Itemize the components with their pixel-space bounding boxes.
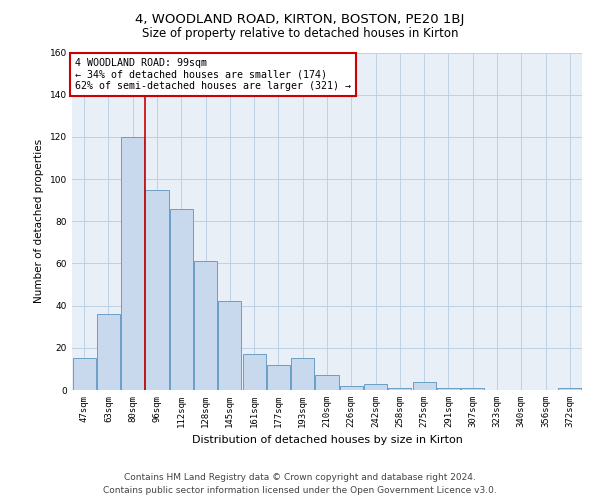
Bar — [413, 382, 436, 390]
Bar — [170, 208, 193, 390]
Bar — [145, 190, 169, 390]
Bar — [291, 358, 314, 390]
Bar — [97, 314, 120, 390]
Text: 4 WOODLAND ROAD: 99sqm
← 34% of detached houses are smaller (174)
62% of semi-de: 4 WOODLAND ROAD: 99sqm ← 34% of detached… — [74, 58, 350, 91]
Text: 4, WOODLAND ROAD, KIRTON, BOSTON, PE20 1BJ: 4, WOODLAND ROAD, KIRTON, BOSTON, PE20 1… — [136, 12, 464, 26]
Bar — [340, 386, 363, 390]
Bar — [364, 384, 387, 390]
Bar — [218, 302, 241, 390]
X-axis label: Distribution of detached houses by size in Kirton: Distribution of detached houses by size … — [191, 436, 463, 446]
Bar — [388, 388, 412, 390]
Bar — [316, 375, 338, 390]
Bar — [194, 262, 217, 390]
Bar — [461, 388, 484, 390]
Text: Size of property relative to detached houses in Kirton: Size of property relative to detached ho… — [142, 28, 458, 40]
Bar — [559, 388, 581, 390]
Bar — [121, 137, 144, 390]
Bar — [73, 358, 95, 390]
Bar — [437, 388, 460, 390]
Bar — [242, 354, 266, 390]
Text: Contains HM Land Registry data © Crown copyright and database right 2024.
Contai: Contains HM Land Registry data © Crown c… — [103, 474, 497, 495]
Bar — [267, 364, 290, 390]
Y-axis label: Number of detached properties: Number of detached properties — [34, 139, 44, 304]
